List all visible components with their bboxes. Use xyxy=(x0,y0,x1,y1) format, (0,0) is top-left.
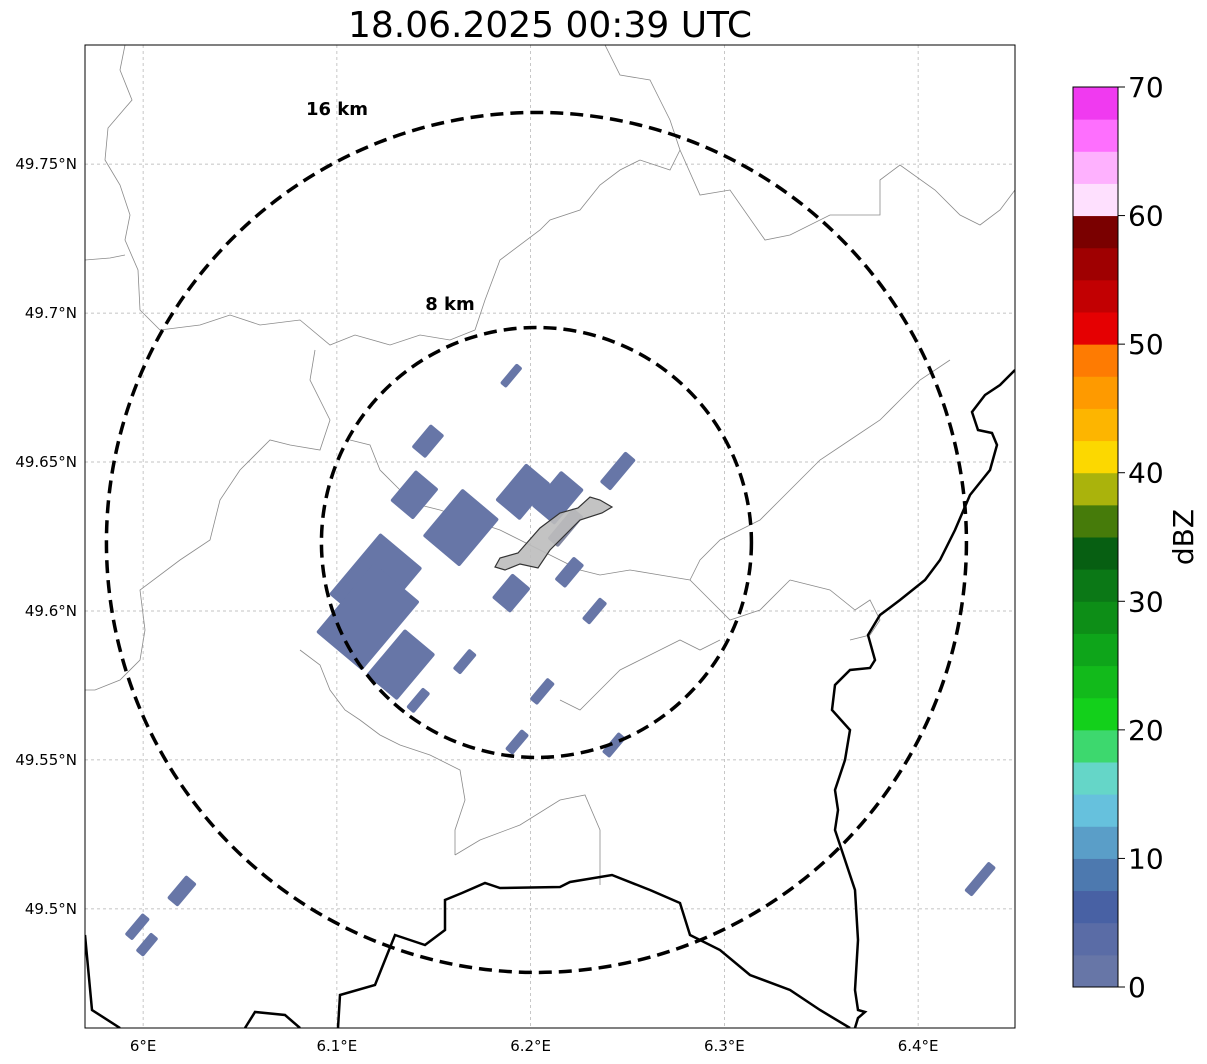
radar-echo xyxy=(964,862,996,897)
colorbar-segment xyxy=(1073,633,1118,667)
colorbar-segment xyxy=(1073,537,1118,570)
colorbar-tick-label: 10 xyxy=(1128,842,1164,875)
range-ring-16km xyxy=(104,110,969,975)
radar-echo xyxy=(600,451,636,490)
latitude-tick-labels: 49.5°N 49.55°N 49.6°N 49.65°N 49.7°N 49.75°N xyxy=(15,155,77,918)
colorbar-segment xyxy=(1073,890,1118,924)
colorbar-segment xyxy=(1073,954,1118,988)
radar-echo xyxy=(125,913,150,940)
colorbar-segment xyxy=(1073,762,1118,795)
radar-echo xyxy=(582,597,607,625)
radar-echo xyxy=(505,729,529,755)
y-tick-label: 49.7°N xyxy=(25,304,77,322)
range-ring-label: 16 km xyxy=(306,99,368,120)
colorbar-label: dBZ xyxy=(1167,509,1200,565)
radar-echo xyxy=(136,933,158,957)
x-tick-label: 6°E xyxy=(130,1037,157,1055)
y-tick-label: 49.5°N xyxy=(25,900,77,918)
colorbar-segment xyxy=(1073,922,1118,956)
colorbar-segment xyxy=(1073,215,1118,249)
colorbar-tick-label: 70 xyxy=(1128,71,1164,104)
colorbar-tick-label: 40 xyxy=(1128,457,1164,490)
colorbar-segment xyxy=(1073,858,1118,892)
radar-echo xyxy=(532,471,584,525)
colorbar-segment xyxy=(1073,729,1118,763)
colorbar-segment xyxy=(1073,472,1118,506)
y-tick-label: 49.65°N xyxy=(15,453,77,471)
range-ring-label: 8 km xyxy=(425,294,475,315)
colorbar-segment xyxy=(1073,279,1118,313)
colorbar-segment xyxy=(1073,87,1118,120)
x-tick-label: 6.4°E xyxy=(898,1037,939,1055)
map-frame xyxy=(84,44,1016,1029)
grid-lines xyxy=(85,45,1015,1028)
x-tick-label: 6.3°E xyxy=(704,1037,745,1055)
colorbar-segment xyxy=(1073,826,1118,859)
radar-echo xyxy=(496,463,550,520)
colorbar-segment xyxy=(1073,151,1118,184)
colorbar-segment xyxy=(1073,440,1118,474)
colorbar-segment xyxy=(1073,665,1118,699)
colorbar-tick-label: 20 xyxy=(1128,714,1164,747)
y-tick-label: 49.6°N xyxy=(25,602,77,620)
radar-echo xyxy=(423,489,499,566)
range-ring-8km xyxy=(319,325,754,760)
colorbar-segment xyxy=(1073,794,1118,827)
colorbar-segment xyxy=(1073,376,1118,409)
radar-echo xyxy=(367,629,435,700)
x-tick-label: 6.1°E xyxy=(316,1037,357,1055)
radar-echo xyxy=(500,363,522,388)
colorbar-tick-label: 50 xyxy=(1128,328,1164,361)
y-tick-label: 49.55°N xyxy=(15,751,77,769)
colorbar-segment xyxy=(1073,344,1118,377)
radar-echo xyxy=(492,573,530,613)
map-title: 18.06.2025 00:39 UTC xyxy=(347,5,753,46)
colorbar-segment xyxy=(1073,312,1118,345)
range-rings: 8 km 16 km xyxy=(104,99,969,975)
radar-echo xyxy=(453,649,477,674)
radar-echo xyxy=(390,470,438,519)
radar-echo xyxy=(316,563,419,670)
radar-echo xyxy=(555,557,584,588)
national-borders xyxy=(85,369,1015,1028)
longitude-tick-labels: 6°E 6.1°E 6.2°E 6.3°E 6.4°E xyxy=(130,1037,939,1055)
radar-echo xyxy=(167,875,197,907)
colorbar-segment xyxy=(1073,697,1118,731)
radar-echo xyxy=(530,678,555,705)
y-tick-label: 49.75°N xyxy=(15,155,77,173)
radar-echo xyxy=(412,424,444,458)
radar-echo xyxy=(406,687,430,713)
colorbar-tick-label: 30 xyxy=(1128,585,1164,618)
admin-boundaries xyxy=(85,45,1015,885)
colorbar-segment xyxy=(1073,408,1118,442)
colorbar-segment xyxy=(1073,504,1118,538)
colorbar-frame xyxy=(1072,86,1119,988)
colorbar-segment xyxy=(1073,601,1118,634)
x-tick-label: 6.2°E xyxy=(510,1037,551,1055)
colorbar-tick-label: 60 xyxy=(1128,200,1164,233)
colorbar-segment xyxy=(1073,119,1118,152)
radar-echoes xyxy=(125,363,996,957)
colorbar-segment xyxy=(1073,569,1118,602)
colorbar-tick-label: 0 xyxy=(1128,971,1146,1004)
colorbar: 0 10 20 30 40 50 60 70 dBZ xyxy=(1072,71,1200,1004)
city-area-overlay xyxy=(494,496,614,571)
colorbar-segment xyxy=(1073,183,1118,217)
colorbar-segment xyxy=(1073,247,1118,281)
